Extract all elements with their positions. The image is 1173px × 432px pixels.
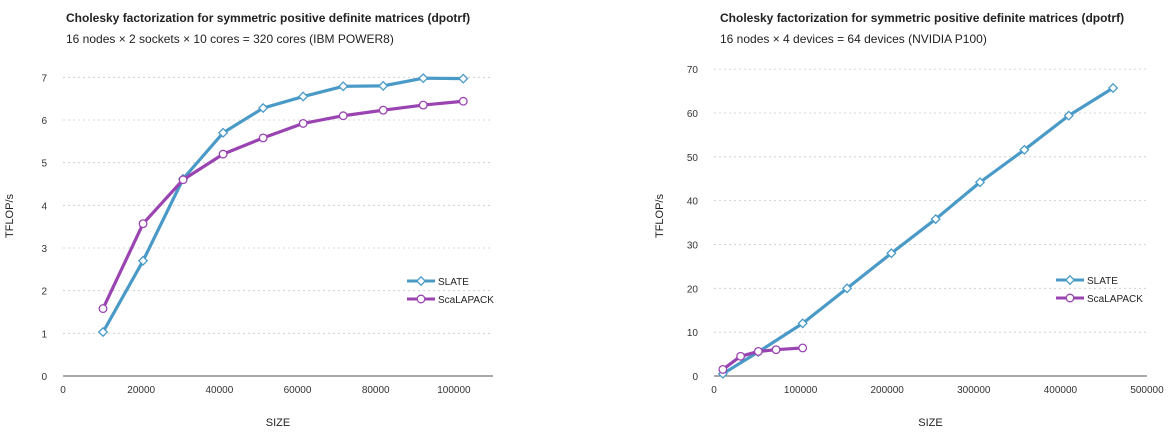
data-point-slate [458,73,469,84]
data-point-scalapack [378,105,388,115]
data-point-slate [418,73,429,84]
data-point-slate [258,102,269,114]
x-tick-label: 60000 [284,385,312,396]
x-axis-label: SIZE [266,417,290,429]
x-axis-label: SIZE [918,417,942,429]
legend-label: ScaLAPACK [438,295,494,306]
data-point-scalapack [458,96,468,106]
data-point-slate [298,91,309,102]
y-tick-label: 0 [41,372,47,383]
x-tick-label: 400000 [1044,385,1078,396]
legend-marker [415,275,427,287]
y-axis-label: TFLOP/s [654,194,666,239]
y-tick-label: 50 [687,153,699,164]
x-tick-label: 40000 [205,385,233,396]
data-point-slate [886,248,897,259]
data-point-scalapack [258,133,268,143]
data-point-scalapack [138,219,148,229]
data-point-scalapack [736,351,746,361]
y-tick-label: 2 [41,287,47,298]
y-tick-label: 20 [687,284,699,295]
chart-subtitle: 16 nodes × 4 devices = 64 devices (NVIDI… [720,32,987,46]
data-point-slate [217,127,229,138]
legend-label: SLATE [1087,276,1118,287]
legend-marker [416,294,426,304]
y-tick-label: 3 [41,244,47,255]
y-tick-label: 10 [687,328,699,339]
data-point-scalapack [98,304,108,314]
y-tick-label: 6 [41,116,47,127]
y-tick-label: 0 [692,372,698,383]
data-point-slate [1063,110,1074,121]
data-point-slate [97,326,109,338]
data-point-scalapack [771,345,781,355]
series-line-scalapack [101,99,465,311]
x-tick-label: 0 [60,385,66,396]
y-tick-label: 4 [41,201,47,212]
data-point-slate [1019,144,1030,155]
data-point-slate [797,318,808,329]
x-tick-label: 100000 [437,385,471,396]
y-tick-label: 70 [687,65,699,76]
x-tick-label: 20000 [127,385,155,396]
x-tick-label: 80000 [362,385,390,396]
chart-left: Cholesky factorization for symmetric pos… [0,0,560,432]
x-tick-label: 0 [711,385,717,396]
chart-plot-right: 0 10 20 30 40 50 60 70 0 100000 200000 300000 400000… [654,65,1164,429]
series-line-slate [721,86,1115,376]
y-tick-label: 5 [41,159,47,170]
series-line-slate [101,76,465,334]
data-point-scalapack [338,111,348,121]
x-tick-label: 500000 [1130,385,1164,396]
y-tick-label: 1 [41,329,47,340]
chart-title: Cholesky factorization for symmetric pos… [66,11,471,25]
data-point-slate [930,213,941,225]
x-tick-label: 300000 [957,385,991,396]
data-point-scalapack [753,347,763,356]
chart-right: Cholesky factorization for symmetric pos… [600,0,1173,432]
chart-subtitle: 16 nodes × 2 sockets × 10 cores = 320 co… [66,32,394,46]
x-tick-label: 200000 [871,385,905,396]
data-point-scalapack [798,343,808,353]
data-point-scalapack [178,175,188,185]
data-point-slate [137,255,149,266]
legend-label: SLATE [438,277,469,288]
legend-marker [1064,274,1076,286]
data-point-slate [1107,82,1119,94]
y-tick-label: 40 [687,197,699,208]
data-point-slate [841,283,853,294]
y-tick-label: 7 [41,73,47,84]
y-tick-label: 60 [687,109,699,120]
data-point-slate [974,177,986,188]
y-tick-label: 30 [687,240,699,251]
chart-title: Cholesky factorization for symmetric pos… [720,11,1125,25]
data-point-slate [338,81,349,92]
legend-label: ScaLAPACK [1087,294,1143,305]
legend-marker [1065,293,1075,303]
data-point-scalapack [298,118,308,128]
chart-plot-left: 0 1 2 3 4 5 6 7 0 20000 40000 60000 80000 100000 SIZE T… [4,73,494,429]
y-axis-label: TFLOP/s [4,194,16,239]
x-tick-label: 100000 [784,385,818,396]
data-point-scalapack [718,364,728,374]
data-point-scalapack [418,100,428,110]
data-point-slate [378,80,389,91]
data-point-scalapack [218,149,228,159]
